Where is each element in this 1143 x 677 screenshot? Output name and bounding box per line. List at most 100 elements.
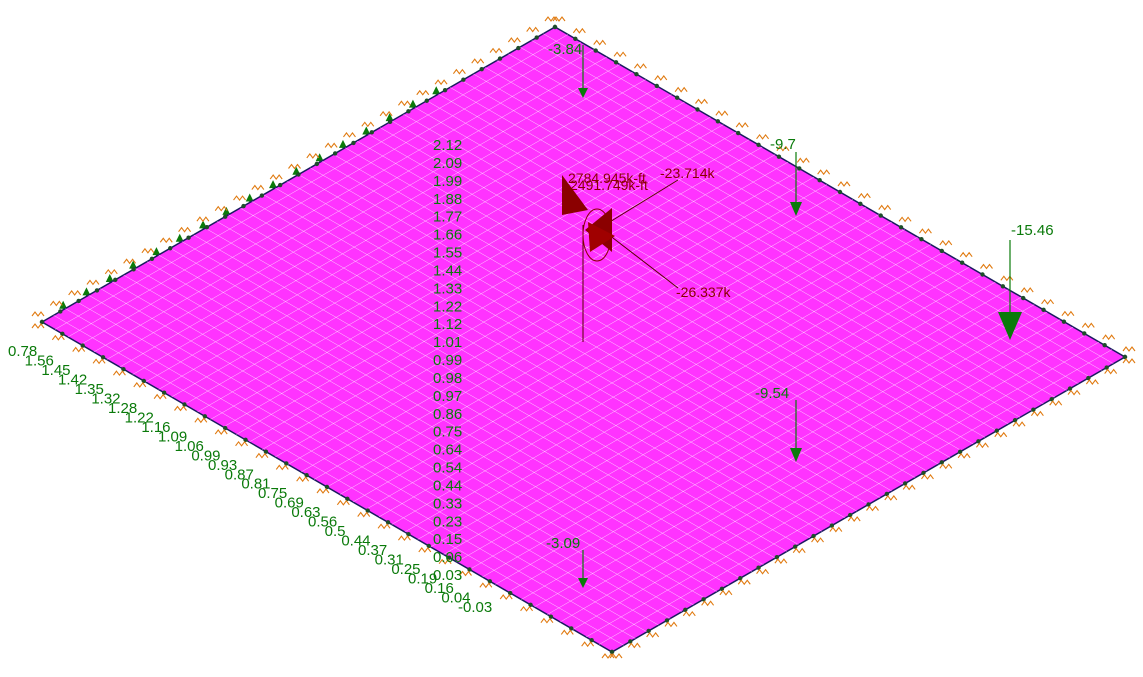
spring-icon (49, 300, 63, 307)
mesh-line (417, 244, 931, 540)
edge-load-label: 0.25 (391, 561, 420, 578)
point-load-label: -9.7 (770, 136, 796, 153)
point-load-3[interactable]: -15.46 (998, 222, 1054, 340)
point-load-2[interactable]: -9.7 (770, 136, 802, 216)
arrow-down-icon (790, 202, 802, 216)
boundary-node (858, 201, 863, 206)
spring-icon (866, 505, 879, 512)
spring-icon (560, 629, 574, 636)
arrow-up-icon (338, 139, 347, 148)
spring-icon (1085, 379, 1099, 385)
boundary-node (365, 508, 370, 513)
boundary-node (959, 260, 965, 265)
mesh-line (473, 73, 1044, 405)
spring-icon (288, 163, 301, 170)
boundary-node (634, 71, 639, 77)
boundary-node (1067, 386, 1073, 391)
boundary-node (446, 555, 452, 560)
arrow-up-icon (82, 287, 91, 296)
spring-icon (174, 405, 187, 412)
edge-load-label: 0.63 (291, 504, 320, 521)
boundary-node (957, 449, 963, 455)
vertical-load-label: 0.99 (433, 352, 462, 369)
boundary-node (1041, 307, 1046, 313)
point-load-1[interactable]: -3.84 (548, 41, 588, 98)
spring-icon (343, 131, 356, 138)
spring-icon (133, 382, 147, 388)
boundary-node (628, 639, 633, 644)
spring-icon (316, 488, 330, 494)
boundary-node (442, 88, 448, 93)
mesh-line (598, 349, 1113, 645)
spring-icon (1041, 298, 1055, 305)
spring-icon (86, 279, 100, 286)
spring-icon (792, 547, 806, 554)
moment-label-a: 2784.945k-ft (568, 170, 646, 186)
edge-load-label: 0.99 (191, 447, 220, 464)
boundary-node (756, 142, 761, 148)
spring-icon (540, 617, 554, 624)
boundary-node (1000, 284, 1006, 289)
point-load-4[interactable]: -9.54 (755, 385, 802, 462)
arrow-up-icon (175, 233, 184, 242)
boundary-node (387, 119, 393, 125)
spring-icon (51, 334, 65, 341)
edge-load-label: 0.19 (408, 571, 437, 588)
boundary-node (296, 172, 301, 177)
boundary-node (1104, 365, 1109, 370)
boundary-node (345, 496, 350, 501)
vertical-load-label: 1.88 (433, 191, 462, 208)
spring-icon (572, 27, 586, 34)
boundary-node (149, 256, 155, 261)
mesh-line (426, 100, 997, 431)
vertical-load-label: 0.06 (433, 549, 462, 566)
vertical-load-label: 0.86 (433, 406, 462, 423)
boundary-node (467, 567, 472, 572)
edge-load-label: 0.37 (358, 542, 387, 559)
mesh-line (534, 311, 1048, 608)
boundary-node (921, 470, 926, 476)
boundary-node (939, 460, 944, 465)
boundary-node (406, 109, 411, 114)
spring-icon (878, 204, 892, 211)
boundary-node (756, 565, 761, 570)
spring-icon (499, 594, 513, 600)
reaction-group[interactable]: 2784.945k-ft 2491.749k-ft -23.714k -26.3… (562, 165, 731, 342)
spring-icon (715, 110, 729, 117)
boundary-node (243, 437, 248, 443)
boundary-node (609, 649, 615, 655)
spring-icon (233, 195, 246, 202)
vertical-load-label: 0.03 (433, 567, 462, 584)
vertical-load-label: 0.33 (433, 495, 462, 512)
boundary-node (695, 107, 700, 112)
spring-icon (613, 51, 627, 58)
boundary-node (351, 140, 356, 146)
boundary-node (304, 473, 309, 478)
edge-load-label: 1.28 (108, 400, 137, 417)
spring-icon (141, 247, 155, 254)
boundary-node (284, 461, 289, 466)
boundary-node (168, 246, 173, 251)
boundary-node (385, 520, 391, 525)
mesh-line (519, 46, 1091, 378)
spring-icon (774, 558, 788, 565)
spring-icon (112, 370, 126, 377)
edge-load-label: 1.06 (175, 438, 204, 455)
spring-icon (975, 442, 989, 449)
edge-load-label: -0.03 (458, 599, 492, 616)
spring-icon (847, 516, 861, 522)
mesh-line (547, 319, 1061, 615)
spring-icon (159, 237, 173, 244)
spring-icon (756, 133, 770, 140)
mesh-line (356, 140, 927, 472)
spring-icon (701, 600, 715, 607)
spring-icon (434, 79, 448, 86)
mesh-line (508, 296, 1022, 593)
boundary-node (1082, 331, 1087, 336)
edge-load-label: 0.81 (241, 476, 270, 493)
point-load-5[interactable]: -3.09 (546, 535, 588, 588)
boundary-node (182, 402, 187, 407)
boundary-node (528, 602, 533, 608)
spring-icon (269, 174, 283, 180)
